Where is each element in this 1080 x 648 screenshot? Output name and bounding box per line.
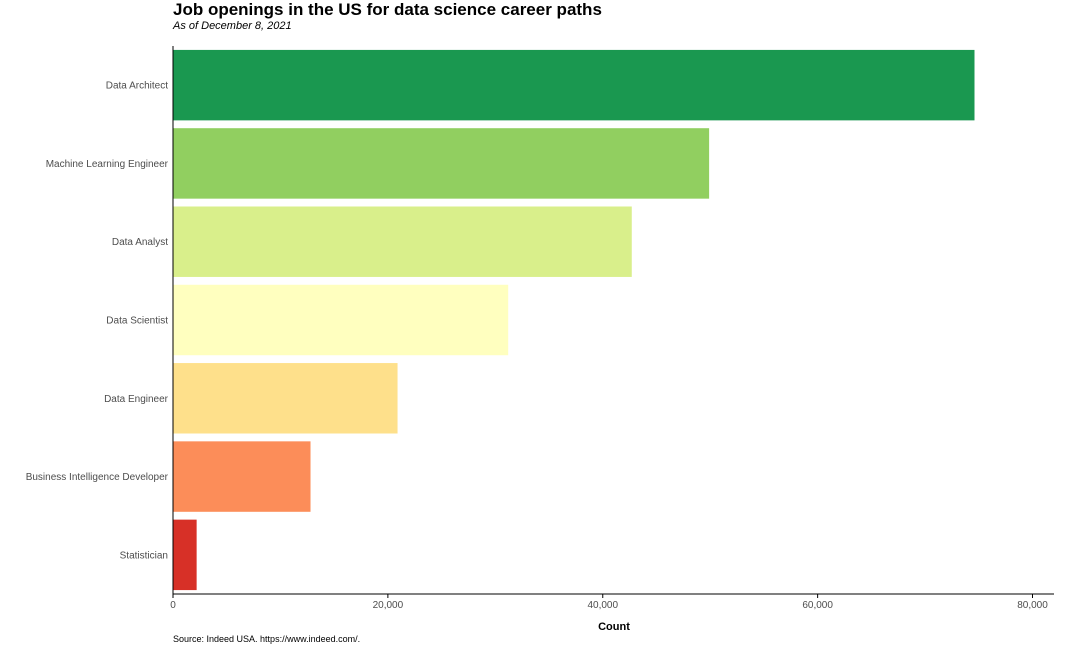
bar-data-architect <box>173 49 975 121</box>
y-tick-label: Machine Learning Engineer <box>46 159 169 170</box>
bar-statistician <box>173 519 197 591</box>
y-tick-label: Data Analyst <box>112 237 168 248</box>
y-tick-label: Data Engineer <box>104 394 169 405</box>
y-tick-label: Data Architect <box>106 81 168 92</box>
bar-data-scientist <box>173 284 509 356</box>
x-tick-label: 0 <box>170 600 176 611</box>
chart-subtitle: As of December 8, 2021 <box>173 20 292 32</box>
y-tick-label: Statistician <box>120 550 168 561</box>
chart-title: Job openings in the US for data science … <box>173 0 602 19</box>
x-tick-label: 60,000 <box>802 600 833 611</box>
bar-data-engineer <box>173 363 398 434</box>
x-axis-title: Count <box>598 621 630 633</box>
x-tick-label: 20,000 <box>373 600 404 611</box>
bar-business-intelligence-developer <box>173 441 311 512</box>
bar-data-analyst <box>173 206 632 277</box>
source-note: Source: Indeed USA. https://www.indeed.c… <box>173 634 361 644</box>
bar-machine-learning-engineer <box>173 128 710 199</box>
x-tick-label: 80,000 <box>1017 600 1048 611</box>
x-tick-label: 40,000 <box>587 600 618 611</box>
y-tick-label: Business Intelligence Developer <box>26 472 169 483</box>
y-tick-label: Data Scientist <box>106 316 168 327</box>
